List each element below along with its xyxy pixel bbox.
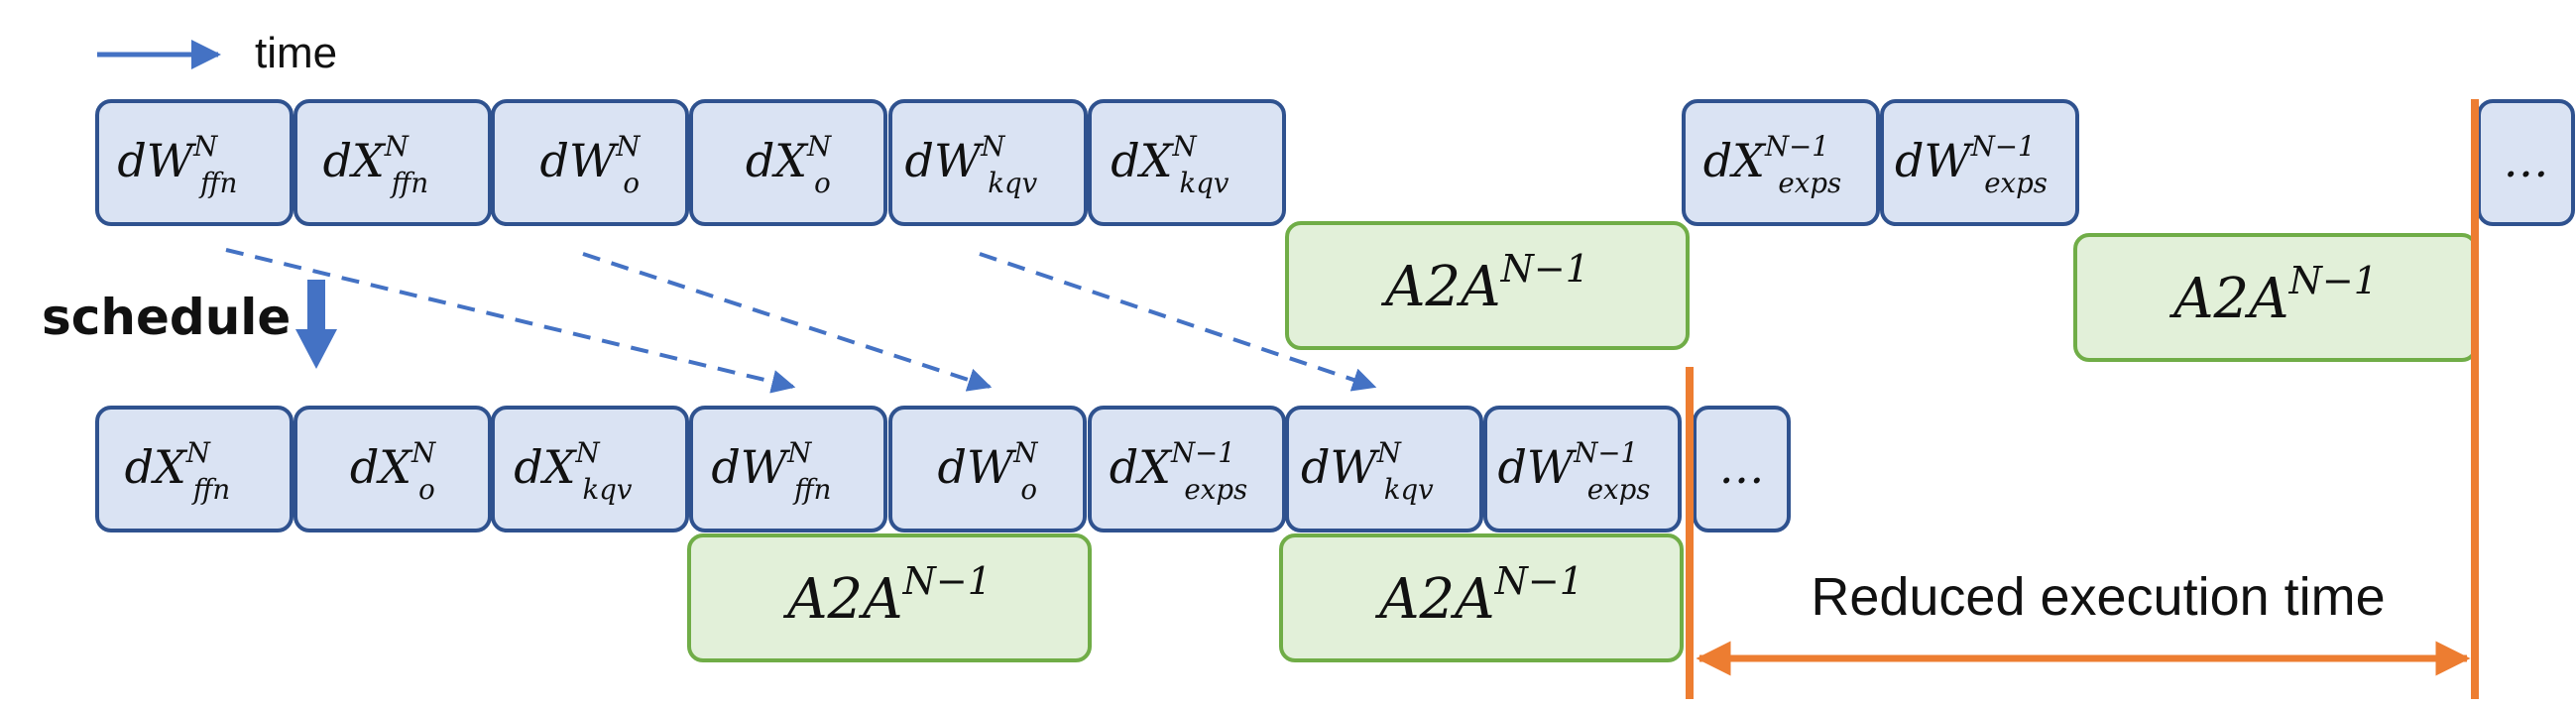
top_row-op-block: dWN o — [491, 99, 689, 226]
bottom_row-op-block: dWN o — [888, 406, 1087, 532]
reorder-arrow — [582, 252, 993, 392]
bottom_row-op-label: dXN kqv — [514, 436, 633, 506]
top_row-op-label: dWN kqv — [905, 130, 1038, 199]
bottom_row-op-block: dXN o — [293, 406, 492, 532]
top_row-op-block: … — [2477, 99, 2575, 226]
top_row-op-block: dWN ffn — [95, 99, 293, 226]
top_row-op-label: dXN ffn — [323, 130, 429, 199]
reorder-arrow — [979, 252, 1377, 392]
bottom_row-op-block: dWN−1 exps — [1483, 406, 1682, 532]
bottom_row-op-block: dXN kqv — [491, 406, 689, 532]
top_row-op-block: dWN kqv — [888, 99, 1088, 226]
time-label: time — [255, 29, 337, 77]
bottom_row-op-label: dXN o — [350, 436, 436, 506]
a2a-blocks: A2AN−1 A2AN−1 A2AN−1 A2AN−1 — [687, 221, 2478, 662]
bottom_row-op-block: dWN kqv — [1285, 406, 1483, 532]
bottom_row-op-block: … — [1693, 406, 1791, 532]
a2a-block: A2AN−1 — [687, 533, 1092, 662]
bottom_row-op-label: dWN−1 exps — [1497, 436, 1650, 506]
bottom_row-op-label: dXN−1 exps — [1110, 436, 1247, 506]
top_row-op-block: dXN−1 exps — [1682, 99, 1880, 226]
schedule-label: schedule — [42, 289, 291, 346]
bottom_row-op-label: dWN kqv — [1301, 436, 1434, 506]
top_row-op-block: dXN kqv — [1088, 99, 1286, 226]
top_row-op-label: dXN−1 exps — [1703, 130, 1841, 199]
bottom_row-op-label: dWN o — [938, 436, 1039, 506]
top_row-op-block: dWN−1 exps — [1880, 99, 2079, 226]
bottom_row-op-block: dXN−1 exps — [1088, 406, 1286, 532]
reorder-arrows — [225, 248, 1377, 394]
schedule-down-arrow — [295, 280, 337, 369]
top_row-op-label: dWN ffn — [117, 130, 237, 199]
bottom_row-op-label: … — [1719, 440, 1765, 494]
top_row-op-block: dXN o — [689, 99, 887, 226]
a2a-label: A2AN−1 — [782, 559, 992, 632]
bottom_row-op-label: dXN ffn — [125, 436, 231, 506]
top_row-op-block: dXN ffn — [293, 99, 492, 226]
a2a-label: A2AN−1 — [1380, 247, 1589, 319]
top_row-op-label: … — [2504, 134, 2549, 187]
bottom_row-op-block: dXN ffn — [95, 406, 293, 532]
top_row-op-label: dWN o — [540, 130, 642, 199]
top_row-op-label: dWN−1 exps — [1895, 130, 2048, 199]
bottom_row-op-label: dWN ffn — [711, 436, 831, 506]
a2a-label: A2AN−1 — [1374, 559, 1583, 632]
a2a-block: A2AN−1 — [1279, 533, 1684, 662]
reduced-time-label: Reduced execution time — [1811, 567, 2385, 627]
scheduled-order-row: dXN ffn dXN o dXN kqv dWN ffn dWN o dXN−1 exps dWN kq… — [95, 406, 1791, 532]
a2a-label: A2AN−1 — [2168, 259, 2378, 331]
top_row-op-label: dXN kqv — [1111, 130, 1229, 199]
a2a-block: A2AN−1 — [1285, 221, 1690, 350]
top_row-op-label: dXN o — [746, 130, 832, 199]
reorder-arrow — [225, 248, 796, 394]
a2a-block: A2AN−1 — [2073, 233, 2478, 362]
original-order-row: dWN ffn dXN ffn dWN o dXN o dWN kqv dXN kqv dXN−1 exp… — [95, 99, 2575, 226]
bottom_row-op-block: dWN ffn — [689, 406, 887, 532]
